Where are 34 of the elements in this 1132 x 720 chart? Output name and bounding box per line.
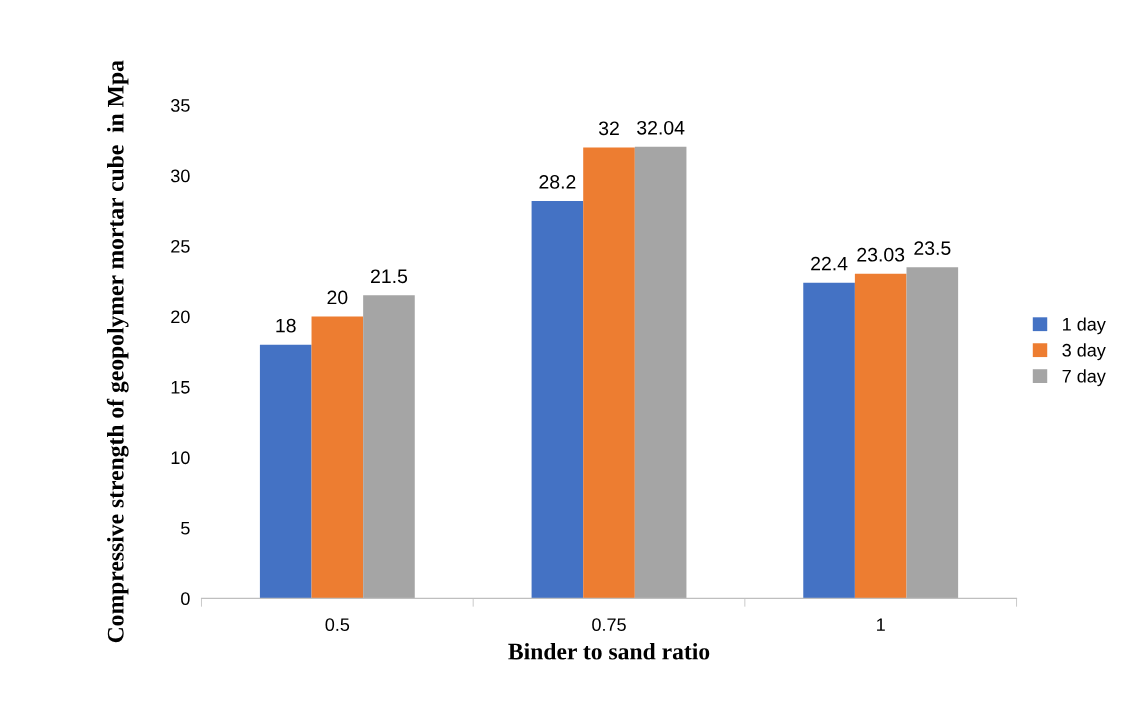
data-label: 28.2 — [539, 175, 576, 189]
bar — [854, 273, 907, 599]
y-tick-label: 35 — [170, 99, 190, 112]
data-label: 23.03 — [857, 247, 905, 262]
data-label: 32.04 — [637, 120, 685, 135]
bar — [583, 147, 635, 599]
y-axis-title: Compressive strength of geopolymer mortar cube in Mpa — [106, 60, 129, 643]
bar — [634, 146, 687, 599]
legend-label: 1 day — [1063, 317, 1106, 335]
y-tick-label: 10 — [171, 451, 190, 465]
x-axis-title: Binder to sand ratio — [508, 642, 710, 660]
y-tick-label: 5 — [181, 521, 190, 535]
x-tick-label: 0.5 — [325, 618, 350, 632]
bar — [803, 282, 855, 599]
legend-label: 3 day — [1062, 343, 1106, 361]
y-tick-label: 25 — [171, 239, 190, 253]
data-label: 21.5 — [371, 269, 408, 284]
bar — [531, 200, 584, 599]
y-tick-label: 30 — [170, 169, 190, 183]
data-label: 20 — [327, 290, 348, 305]
data-label: 32 — [598, 121, 619, 136]
data-label: 22.4 — [811, 256, 848, 271]
y-tick-label: 0 — [181, 592, 190, 606]
y-tick-label: 15 — [171, 381, 190, 394]
legend-label: 7 day — [1062, 369, 1106, 387]
bar — [311, 316, 364, 599]
data-label: 23.5 — [914, 241, 951, 255]
x-tick-label: 1 — [877, 618, 885, 631]
x-tick-label: 0.75 — [592, 618, 626, 632]
data-label: 18 — [276, 318, 296, 333]
bar — [363, 295, 415, 599]
bar — [259, 344, 312, 599]
bar — [906, 267, 959, 599]
y-tick-label: 20 — [171, 310, 190, 324]
